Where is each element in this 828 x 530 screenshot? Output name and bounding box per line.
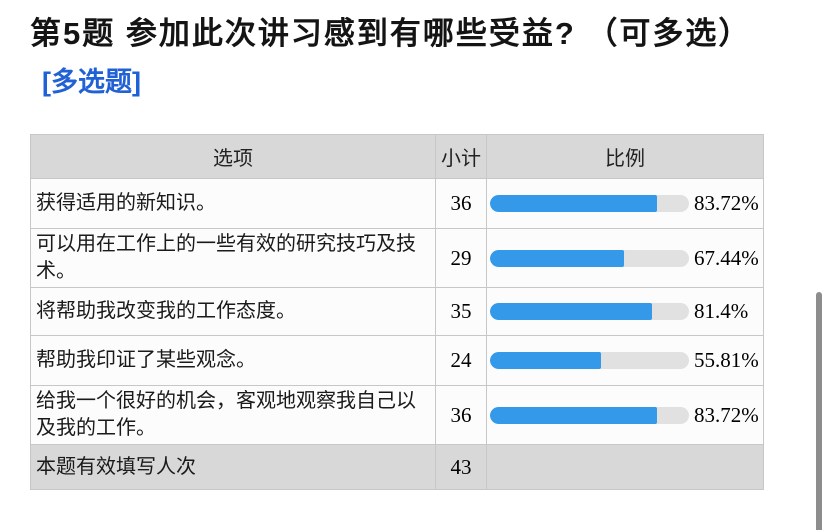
option-count: 36: [435, 385, 487, 445]
percent-label: 83.72%: [694, 191, 759, 215]
question-title: 第5题 参加此次讲习感到有哪些受益? （可多选）: [30, 16, 752, 51]
ratio-bar-track: [490, 249, 689, 267]
table-row: 将帮助我改变我的工作态度。 35 81.4%: [30, 287, 764, 336]
table-row: 可以用在工作上的一些有效的研究技巧及技术。 29 67.44%: [30, 228, 764, 288]
ratio-bar-fill: [490, 195, 657, 212]
footer-label: 本题有效填写人次: [30, 444, 436, 490]
option-label: 给我一个很好的机会，客观地观察我自己以及我的工作。: [30, 385, 436, 445]
option-count: 29: [435, 228, 487, 288]
percent-label: 83.72%: [694, 402, 759, 427]
table-footer-row: 本题有效填写人次 43: [30, 444, 764, 490]
table-row: 给我一个很好的机会，客观地观察我自己以及我的工作。 36 83.72%: [30, 385, 764, 445]
footer-empty-cell: [486, 444, 764, 490]
question-type-badge: [多选题]: [42, 67, 141, 97]
ratio-bar-fill: [490, 249, 625, 267]
col-header-ratio: 比例: [486, 134, 764, 179]
stats-table: 选项 小计 比例 获得适用的新知识。 36 83.72% 可以用在工作上的一些有…: [30, 134, 764, 490]
ratio-bar-track: [490, 303, 689, 320]
option-count: 36: [435, 178, 487, 229]
option-label: 获得适用的新知识。: [30, 178, 436, 229]
ratio-bar-track: [490, 352, 689, 369]
scrollbar-thumb[interactable]: [816, 292, 822, 530]
option-count: 35: [435, 287, 487, 336]
ratio-bar-fill: [490, 303, 652, 320]
option-count: 24: [435, 335, 487, 386]
ratio-bar-track: [490, 195, 689, 212]
option-label: 将帮助我改变我的工作态度。: [30, 287, 436, 336]
option-label: 帮助我印证了某些观念。: [30, 335, 436, 386]
ratio-bar-fill: [490, 352, 602, 369]
ratio-bar-track: [490, 406, 689, 424]
percent-label: 81.4%: [694, 299, 749, 323]
footer-count: 43: [435, 444, 487, 490]
table-row: 获得适用的新知识。 36 83.72%: [30, 178, 764, 229]
table-header-row: 选项 小计 比例: [30, 134, 764, 179]
col-header-option: 选项: [30, 134, 436, 179]
col-header-count: 小计: [435, 134, 487, 179]
table-row: 帮助我印证了某些观念。 24 55.81%: [30, 335, 764, 386]
percent-label: 55.81%: [694, 348, 759, 372]
ratio-bar-fill: [490, 406, 657, 424]
percent-label: 67.44%: [694, 245, 759, 270]
option-label: 可以用在工作上的一些有效的研究技巧及技术。: [30, 228, 436, 288]
